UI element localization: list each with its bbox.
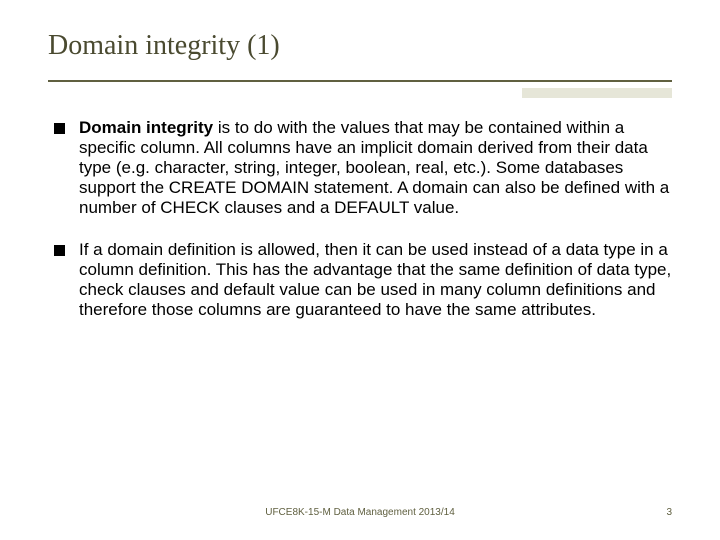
title-accent-strip [522,88,672,98]
list-item: Domain integrity is to do with the value… [54,118,672,218]
bullet-text: Domain integrity is to do with the value… [79,118,672,218]
slide-title: Domain integrity (1) [48,30,672,76]
square-bullet-icon [54,245,65,256]
slide-footer: UFCE8K-15-M Data Management 2013/14 3 [0,507,720,518]
bullet-bold-lead: Domain integrity [79,118,213,137]
square-bullet-icon [54,123,65,134]
bullet-list: Domain integrity is to do with the value… [48,118,672,320]
slide: Domain integrity (1) Domain integrity is… [0,0,720,540]
list-item: If a domain definition is allowed, then … [54,240,672,320]
title-underline [48,80,672,82]
page-number: 3 [666,507,672,518]
footer-center-text: UFCE8K-15-M Data Management 2013/14 [265,507,455,518]
bullet-text: If a domain definition is allowed, then … [79,240,672,320]
bullet-rest: If a domain definition is allowed, then … [79,240,671,319]
